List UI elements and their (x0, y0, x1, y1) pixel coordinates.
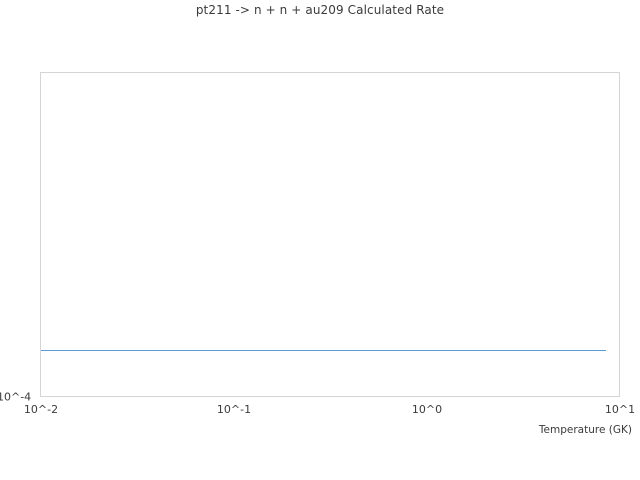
x-tick-label-2: 10^0 (411, 403, 443, 416)
x-tick-label-3: 10^1 (604, 403, 636, 416)
plot-inner (41, 73, 619, 396)
y-tick-label-0: 10^-4 (0, 390, 32, 404)
plot-area (40, 72, 620, 397)
series-line-calculated-rate (41, 350, 606, 352)
x-tick-label-0: 10^-2 (23, 403, 59, 416)
x-tick-label-1: 10^-1 (216, 403, 252, 416)
chart-title: pt211 -> n + n + au209 Calculated Rate (195, 3, 445, 17)
x-axis-title: Temperature (GK) (538, 424, 632, 436)
